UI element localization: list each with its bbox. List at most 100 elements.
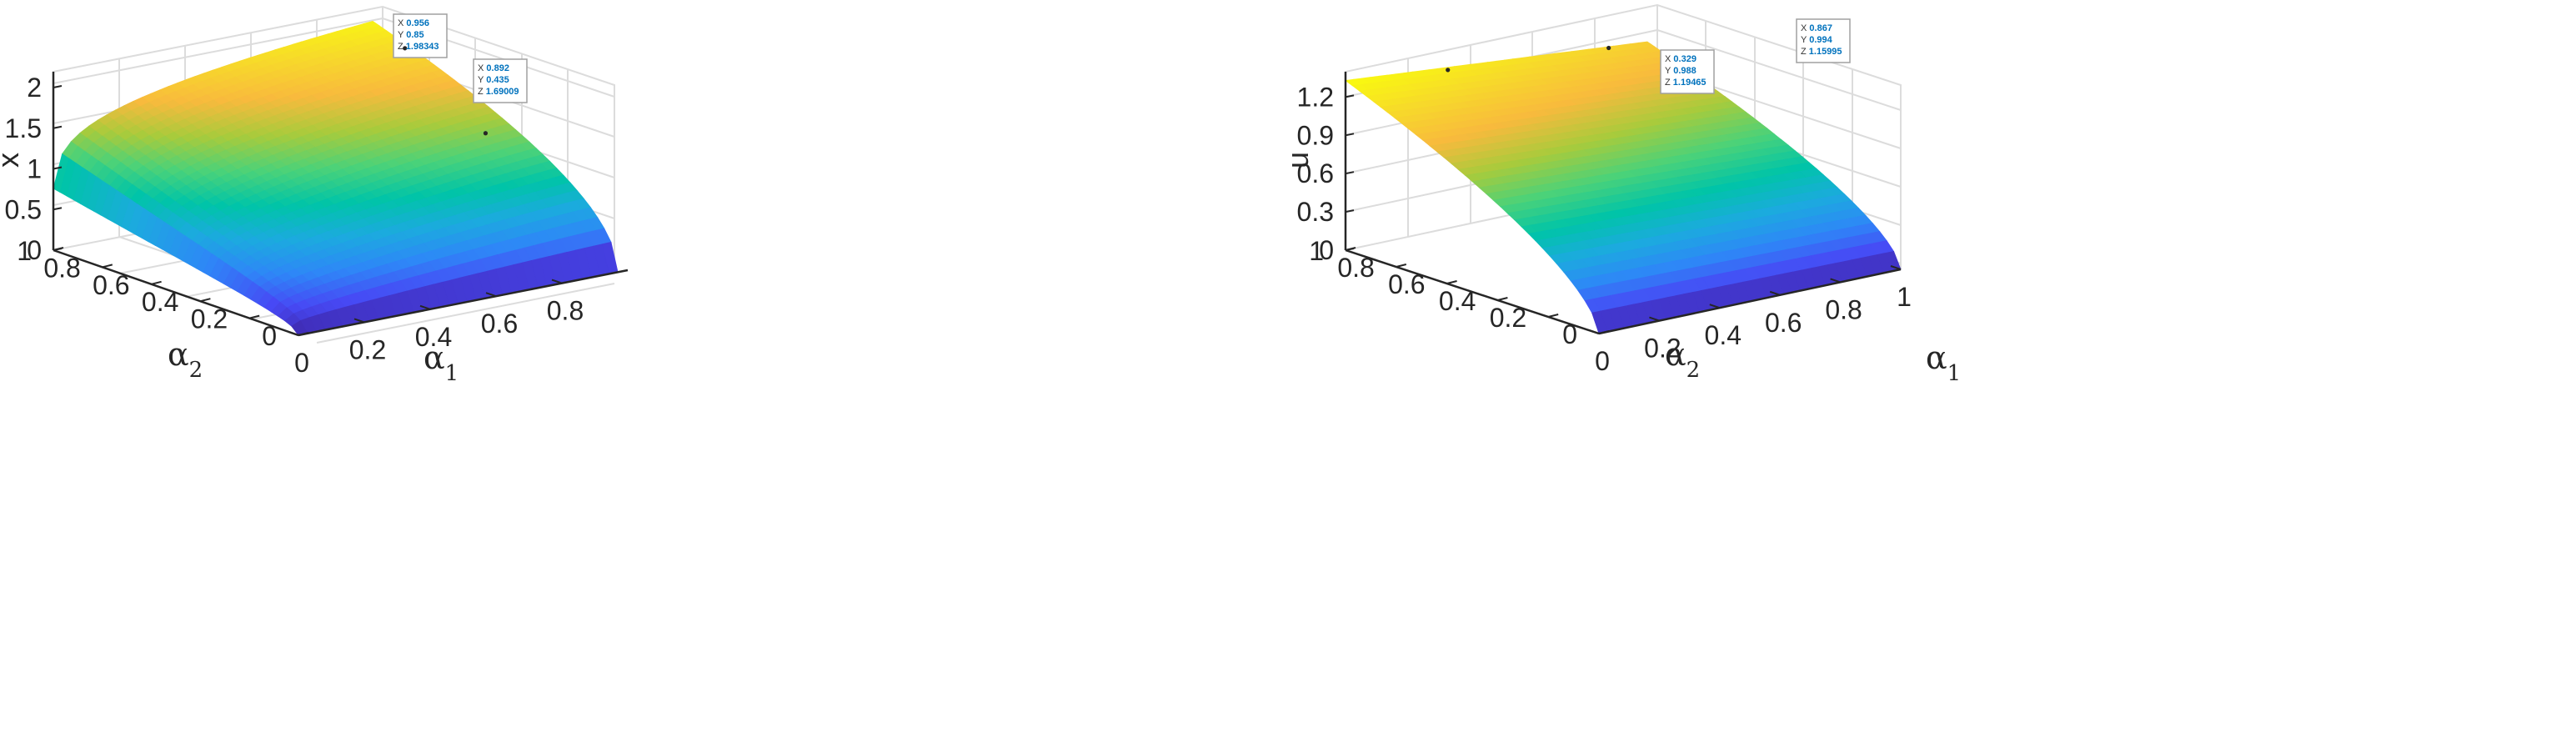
x-tick-label: 0 (294, 348, 309, 378)
datatip-box (473, 58, 528, 103)
datatip-marker (1446, 68, 1451, 73)
datatip-row: Z 1.69009 (478, 87, 519, 97)
z-tick-label: 0.5 (5, 194, 42, 224)
y-axis-label: α2 (168, 336, 203, 383)
y-tick-label: 0.6 (93, 270, 129, 300)
x-tick-mark (353, 318, 365, 324)
datatip-value: 0.867 (1809, 23, 1832, 33)
surface-plot-x-svg: X 0.956 Y 0.85 Z 1.98343 X 0.892 Y 0.435 Z 1.… (0, 5, 629, 386)
surface-plot-x: X 0.956 Y 0.85 Z 1.98343 X 0.892 Y 0.435 Z 1.… (0, 5, 629, 386)
z-axis-label: x (0, 153, 25, 168)
z-tick-label: 1.5 (5, 113, 42, 143)
x-tick-label: 0 (1595, 346, 1610, 376)
x-tick-mark (1588, 329, 1600, 334)
x-tick-label: 0.2 (349, 334, 386, 364)
datatip-row: X 0.956 (398, 18, 429, 28)
z-tick-mark (1345, 209, 1355, 213)
datatip-marker (1606, 45, 1611, 51)
x-axis-label-subscript: 1 (445, 361, 459, 386)
datatip-row: Z 1.15995 (1801, 47, 1842, 57)
datatip-marker (403, 46, 408, 51)
datatip-value: 0.329 (1673, 54, 1696, 64)
z-tick-mark (1345, 94, 1355, 98)
x-tick-mark (1830, 278, 1841, 284)
y-tick-label: 1 (17, 236, 32, 266)
y-axis-label-subscript: 2 (189, 358, 203, 383)
x-tick-label: 0.6 (1765, 308, 1802, 338)
axes (52, 72, 629, 337)
x-tick-label: 0.4 (1705, 320, 1742, 350)
x-tick-mark (1649, 316, 1660, 322)
z-tick-label: 1.2 (1297, 82, 1334, 112)
x-tick-label: 0.8 (1825, 294, 1862, 324)
datatip-row: Y 0.85 (398, 30, 424, 40)
x-tick-label: 0.4 (415, 322, 452, 352)
surface-plot-u-svg: X 0.329 Y 0.988 Z 1.19465 X 0.867 Y 0.994 Z 1… (1288, 3, 1961, 386)
x-tick-label: 0.8 (547, 296, 584, 326)
z-tick-mark (53, 125, 63, 129)
z-tick-label: 1 (27, 154, 42, 184)
datatip-value: 1.19465 (1673, 78, 1706, 88)
datatip-value: 0.956 (406, 18, 429, 28)
x-tick-mark (419, 304, 431, 310)
x-tick-label: 0.6 (481, 309, 518, 339)
datatip[interactable]: X 0.329 Y 0.988 Z 1.19465 (1446, 49, 1715, 94)
z-tick-label: 0 (27, 235, 42, 265)
datatip-row: Z 1.98343 (398, 42, 439, 52)
datatip-value: 1.15995 (1809, 47, 1842, 57)
x-tick-mark (1709, 304, 1721, 309)
z-tick-label: 0 (1319, 235, 1334, 265)
x-tick-mark (1769, 290, 1781, 296)
datatip-value: 0.85 (406, 30, 423, 40)
y-tick-mark (1497, 297, 1508, 301)
datatip-value: 0.994 (1809, 35, 1832, 45)
y-tick-mark (102, 264, 113, 269)
y-tick-label: 0.2 (1490, 303, 1526, 333)
x-tick-label: 0.2 (1644, 334, 1681, 364)
datatip-row: X 0.329 (1665, 54, 1696, 64)
y-tick-label: 1 (1309, 236, 1324, 266)
z-tick-mark (53, 85, 63, 88)
x-axis-label-subscript: 1 (1947, 361, 1962, 386)
datatip-row: X 0.892 (478, 63, 509, 73)
z-tick-label: 0.3 (1297, 197, 1334, 227)
surface-plot-u: X 0.329 Y 0.988 Z 1.19465 X 0.867 Y 0.994 Z 1… (1288, 0, 2576, 753)
surface (1344, 41, 1902, 334)
y-tick-mark (53, 247, 64, 251)
y-tick-mark (200, 298, 211, 303)
y-tick-label: 0 (262, 321, 277, 351)
z-tick-label: 0.6 (1297, 158, 1334, 188)
y-tick-mark (1396, 264, 1407, 268)
datatip[interactable]: X 0.892 Y 0.435 Z 1.69009 (473, 58, 528, 136)
y-axis-label: α2 (1665, 336, 1700, 383)
y-tick-mark (298, 332, 309, 336)
y-tick-label: 0.2 (191, 304, 228, 334)
z-tick-label: 2 (27, 73, 42, 103)
datatip[interactable]: X 0.956 Y 0.85 Z 1.98343 (393, 13, 448, 58)
datatip-value: 0.435 (486, 75, 509, 85)
z-tick-label: 0.9 (1297, 120, 1334, 150)
y-tick-label: 0.4 (142, 287, 178, 317)
datatip-row: X 0.867 (1801, 23, 1832, 33)
z-tick-mark (1345, 171, 1355, 175)
datatip[interactable]: X 0.867 Y 0.994 Z 1.15995 (1606, 18, 1851, 63)
x-axis-label: α1 (423, 339, 459, 386)
y-tick-label: 0.8 (43, 253, 80, 283)
z-tick-mark (53, 166, 63, 170)
datatips: X 0.956 Y 0.85 Z 1.98343 X 0.892 Y 0.435 Z 1.… (393, 13, 528, 136)
y-tick-label: 0.8 (1337, 253, 1374, 283)
x-tick-mark (288, 331, 299, 336)
z-axis-label: u (1288, 152, 1315, 168)
datatip-row: Y 0.435 (478, 75, 509, 85)
x-tick-mark (485, 292, 497, 298)
datatip-box (1660, 49, 1715, 94)
datatip-value: 1.98343 (406, 42, 439, 52)
datatip-value: 0.892 (486, 63, 509, 73)
z-tick-mark (53, 207, 63, 211)
datatip-value: 1.69009 (486, 87, 519, 97)
y-axis-label-subscript: 2 (1686, 358, 1701, 383)
datatip-box (1796, 18, 1851, 63)
y-tick-mark (1547, 314, 1559, 318)
surface (53, 20, 619, 336)
x-axis-label: α1 (1926, 339, 1961, 386)
